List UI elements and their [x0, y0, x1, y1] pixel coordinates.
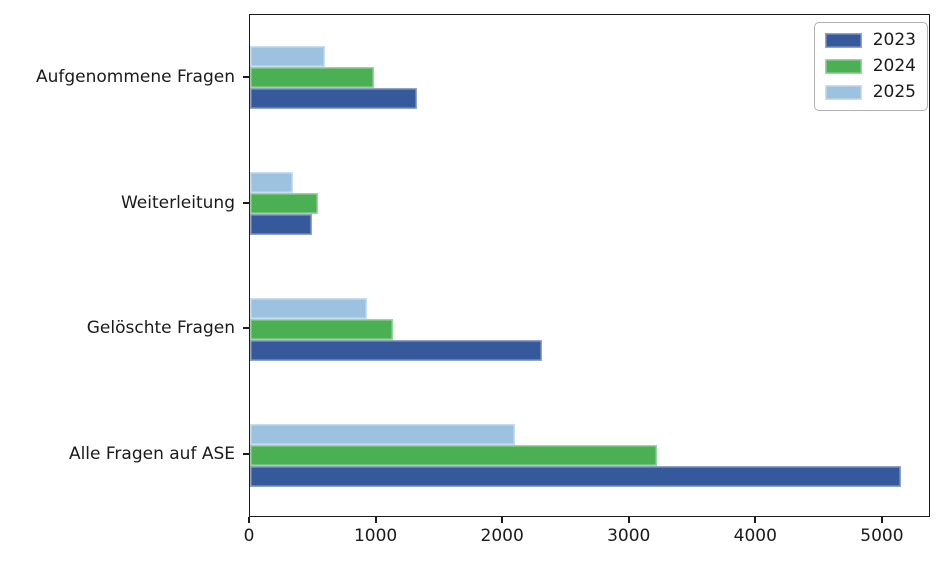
legend-swatch-icon — [824, 33, 862, 48]
bar-2023 — [250, 214, 313, 236]
x-tick-mark — [374, 517, 377, 523]
legend-swatch-icon — [824, 59, 862, 74]
y-tick-mark — [243, 327, 249, 330]
bar-2024 — [250, 67, 375, 89]
category-label: Alle Fragen auf ASE — [68, 444, 235, 465]
bar-2025 — [250, 172, 294, 194]
legend-item-2024: 2024 — [824, 56, 916, 76]
bar-2024 — [250, 444, 657, 466]
legend: 2023 2024 2025 — [813, 22, 928, 111]
legend-swatch-icon — [824, 85, 862, 100]
x-tick-mark — [627, 517, 630, 523]
legend-label: 2023 — [872, 30, 916, 50]
x-tick-label: 3000 — [607, 526, 651, 546]
x-tick-label: 4000 — [733, 526, 777, 546]
x-tick-mark — [880, 517, 883, 523]
legend-item-2025: 2025 — [824, 82, 916, 102]
x-tick-label: 2000 — [480, 526, 524, 546]
bar-2024 — [250, 193, 319, 215]
bar-2025 — [250, 297, 368, 319]
category-label: Weiterleitung — [120, 192, 235, 213]
bar-2025 — [250, 46, 325, 68]
x-tick-mark — [501, 517, 504, 523]
legend-label: 2024 — [872, 56, 916, 76]
x-tick-mark — [754, 517, 757, 523]
x-tick-label: 5000 — [860, 526, 904, 546]
category-label: Aufgenommene Fragen — [35, 66, 235, 87]
y-tick-mark — [243, 201, 249, 204]
category-label: Gelöschte Fragen — [86, 318, 235, 339]
y-tick-mark — [243, 453, 249, 456]
bar-2023 — [250, 88, 418, 110]
bar-2024 — [250, 318, 394, 340]
x-tick-label: 1000 — [353, 526, 398, 546]
y-tick-mark — [243, 75, 249, 78]
legend-item-2023: 2023 — [824, 30, 916, 50]
bar-2023 — [250, 465, 901, 487]
legend-label: 2025 — [872, 82, 916, 102]
bar-2025 — [250, 423, 515, 445]
x-tick-mark — [248, 517, 250, 523]
bar-2023 — [250, 339, 543, 361]
x-tick-label: 0 — [243, 526, 255, 546]
